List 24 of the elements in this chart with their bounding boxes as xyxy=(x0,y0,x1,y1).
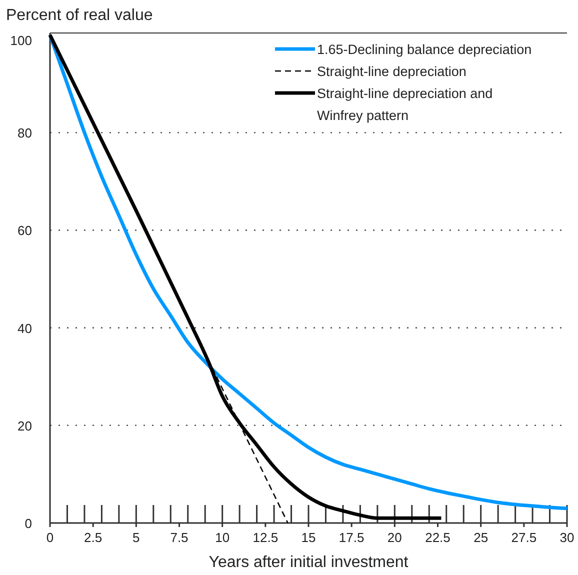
x-tick-label: 25 xyxy=(474,530,488,546)
x-tick-label: 0 xyxy=(46,530,54,546)
y-tick-label: 80 xyxy=(18,126,32,141)
x-tick-label: 5 xyxy=(132,530,140,546)
legend-label: Straight-line depreciation xyxy=(317,64,466,79)
x-tick-label: 2.5 xyxy=(84,530,102,546)
x-tick-label: 7.5 xyxy=(170,530,188,546)
y-tick-label: 20 xyxy=(18,418,32,434)
x-tick-label: 17.5 xyxy=(338,530,364,546)
y-tick-label: 60 xyxy=(18,223,32,238)
legend-label: Straight-line depreciation and Winfrey pattern xyxy=(317,86,493,123)
legend-label: 1.65-Declining balance depreciation xyxy=(317,42,532,57)
y-tick-label: 100 xyxy=(10,33,32,48)
x-tick-label: 12.5 xyxy=(252,530,278,546)
y-tick-label: 40 xyxy=(18,320,32,336)
x-tick-label: 10 xyxy=(215,530,230,546)
x-tick-label: 15 xyxy=(301,530,316,546)
x-tick-label: 22.5 xyxy=(425,530,450,546)
x-tick-label: 27.5 xyxy=(511,530,537,546)
x-tick-label: 30 xyxy=(560,530,574,546)
y-tick-label: 0 xyxy=(24,516,32,531)
x-axis-title: Years after initial investment xyxy=(208,554,409,571)
x-tick-label: 20 xyxy=(387,530,402,546)
y-axis-title: Percent of real value xyxy=(6,7,153,24)
